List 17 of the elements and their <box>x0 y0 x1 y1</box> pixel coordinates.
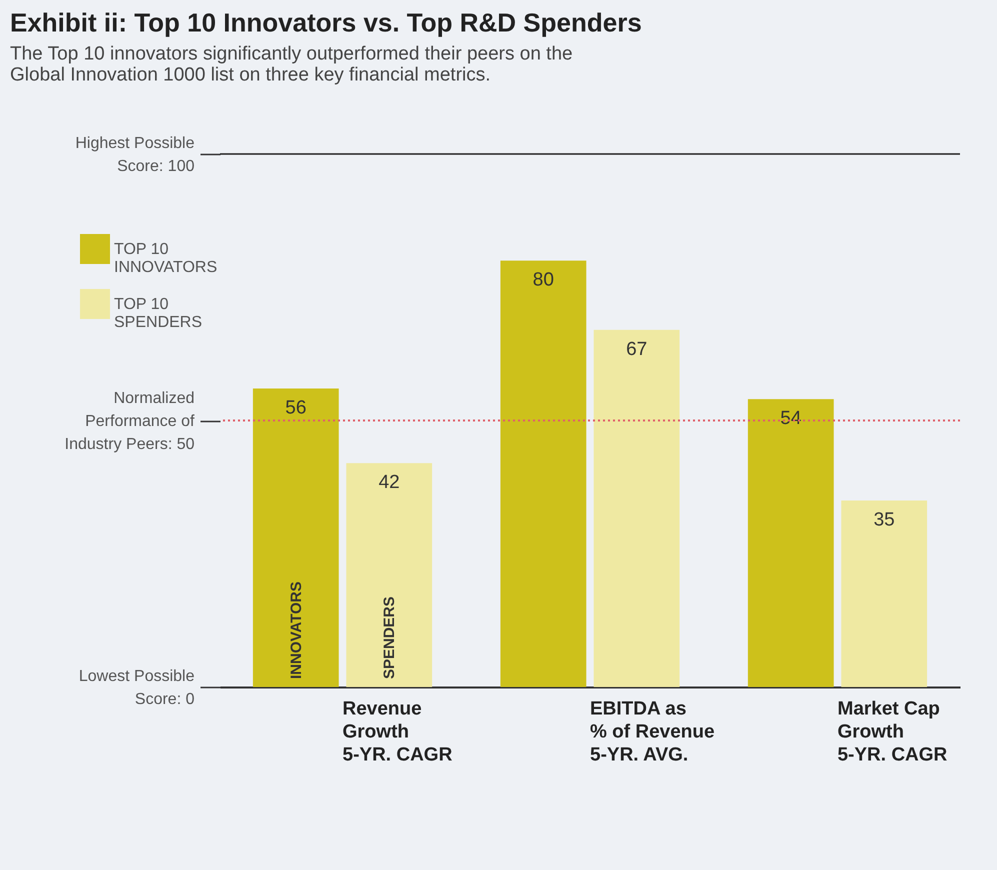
x-tick-label: Market Cap Growth 5-YR. CAGR <box>837 698 948 766</box>
data-label: 42 <box>378 472 400 494</box>
data-label: 80 <box>532 270 554 291</box>
data-label: 56 <box>285 398 306 419</box>
legend-label: TOP 10 SPENDERS <box>114 296 202 331</box>
x-tick-label: Revenue Growth 5-YR. CAGR <box>342 698 453 766</box>
y-tick-label: Lowest Possible Score: 0 <box>78 668 195 708</box>
chart-title: Exhibit ii: Top 10 Innovators vs. Top R&D Spenders <box>10 8 642 38</box>
data-label: 35 <box>874 509 895 530</box>
annotation: SPENDERS <box>381 596 398 679</box>
x-tick-label: EBITDA as % of Revenue 5-YR. AVG. <box>590 698 715 766</box>
legend-label: TOP 10 INNOVATORS <box>114 241 218 276</box>
data-label: 67 <box>626 338 648 360</box>
annotation: INNOVATORS <box>288 581 305 679</box>
chart-subtitle: The Top 10 innovators significantly outperformed their peers on the Global Innovation 1000 list on three key financial metrics. <box>10 44 573 86</box>
y-tick-label: Normalized Performance of Industry Peers: 50 <box>64 390 196 453</box>
y-tick-label: Highest Possible Score: 100 <box>75 135 195 175</box>
